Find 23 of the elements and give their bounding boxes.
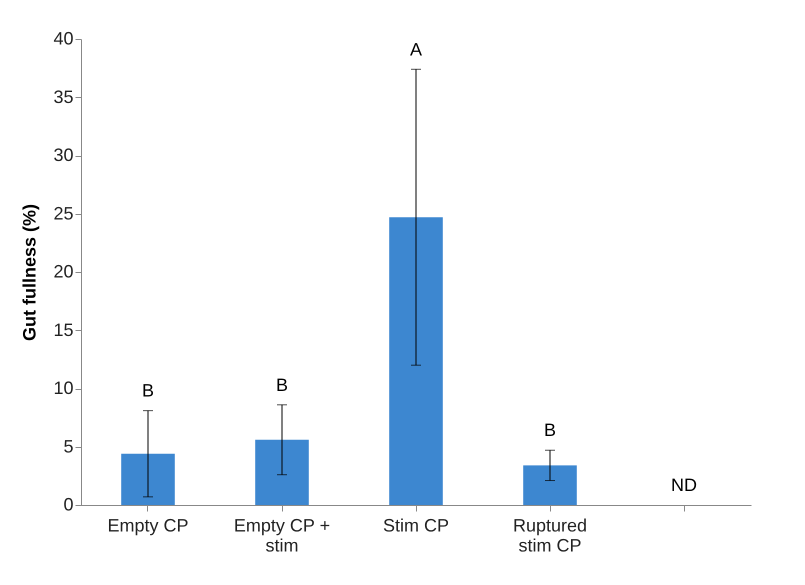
y-tick-label: 5 <box>63 436 74 456</box>
y-tick-label: 35 <box>53 86 74 107</box>
y-tick-label: 25 <box>53 203 74 224</box>
bar <box>255 440 309 505</box>
y-tick-label: 30 <box>53 145 74 165</box>
annotation: A <box>410 39 422 60</box>
bar <box>523 465 577 505</box>
bar <box>389 217 443 505</box>
annotation: B <box>142 380 154 401</box>
x-tick-label: Empty CP + stim <box>234 516 330 556</box>
y-axis-title: Gut fullness (%) <box>19 204 40 342</box>
x-tick-label: Empty CP <box>107 516 189 536</box>
annotation: B <box>544 420 556 440</box>
x-tick-label: Ruptured stim CP <box>512 516 588 556</box>
annotation: B <box>276 374 288 395</box>
y-tick-label: 40 <box>53 28 74 48</box>
y-tick-label: 10 <box>53 378 74 398</box>
bar <box>121 454 175 505</box>
y-tick-label: 0 <box>63 494 74 514</box>
x-tick-label: Stim CP <box>382 516 450 536</box>
y-tick-label: 20 <box>53 262 74 282</box>
y-tick-label: 15 <box>53 320 74 340</box>
annotation: ND <box>671 475 697 495</box>
